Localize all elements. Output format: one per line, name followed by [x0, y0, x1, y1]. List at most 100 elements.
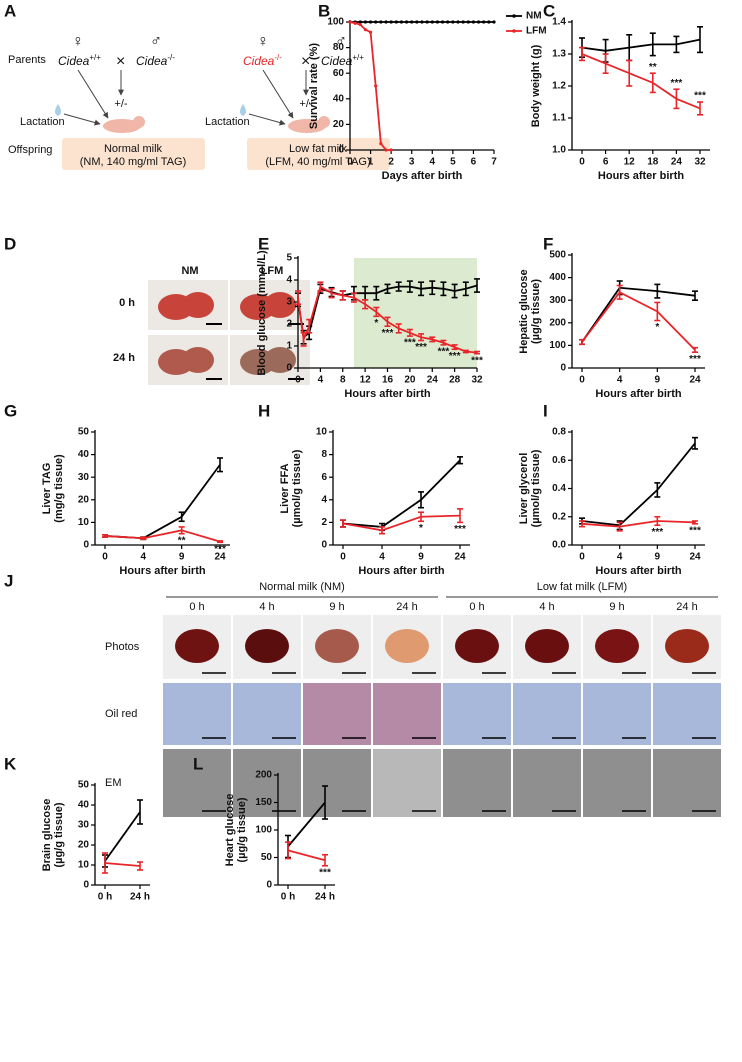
- x-tick-label: 9: [655, 375, 661, 386]
- y-tick-label: 50: [261, 852, 273, 863]
- series-line: [581, 520, 696, 528]
- error-bar: [697, 101, 703, 116]
- em-image: [653, 749, 721, 817]
- column-label: 0 h: [189, 601, 204, 613]
- panel-label: G: [4, 401, 17, 420]
- error-bar: [379, 526, 385, 535]
- point: [384, 20, 388, 24]
- error-bar: [137, 799, 143, 825]
- pup-genotype: +/-: [114, 98, 127, 110]
- genotype-sup: +/+: [352, 53, 364, 62]
- row-label: 24 h: [113, 352, 135, 364]
- y-axis-label: (µmol/g tissue): [530, 449, 542, 527]
- significance-mark: ***: [404, 338, 416, 349]
- pup-genotype: +/-: [299, 98, 312, 110]
- error-bar: [462, 281, 469, 297]
- y-tick-label: 300: [549, 295, 566, 306]
- series-line: [104, 529, 221, 543]
- pup-photo: [264, 292, 296, 318]
- panel-label: K: [4, 754, 17, 773]
- error-bar: [697, 25, 703, 54]
- liver-photo: [385, 629, 429, 663]
- error-bar: [395, 281, 402, 292]
- significance-mark: *: [419, 523, 423, 534]
- x-tick-label: 24 h: [130, 892, 150, 903]
- x-tick-label: 24 h: [315, 892, 335, 903]
- legend-marker: [512, 14, 516, 18]
- error-bar: [692, 290, 698, 302]
- female-symbol: ♀: [72, 33, 84, 50]
- y-tick-label: 100: [549, 340, 566, 351]
- genotype-sup: +/+: [89, 53, 101, 62]
- x-tick-label: 0: [579, 375, 585, 386]
- point: [363, 20, 368, 24]
- point: [379, 20, 383, 24]
- pup-photo: [182, 292, 214, 318]
- x-tick-label: 0: [579, 157, 585, 168]
- gene: Cidea: [58, 54, 90, 68]
- error-bar: [217, 457, 223, 473]
- point: [446, 20, 450, 24]
- point: [461, 20, 465, 24]
- x-tick-label: 32: [694, 157, 706, 168]
- y-tick-label: 0: [266, 880, 272, 891]
- y-tick-label: 2: [286, 319, 292, 330]
- series-line: [104, 464, 221, 540]
- row-label: EM: [105, 777, 122, 789]
- error-bar: [418, 333, 425, 342]
- error-bar: [102, 534, 108, 538]
- milk-label: Normal milk: [104, 143, 163, 155]
- y-tick-label: 20: [333, 119, 345, 130]
- significance-mark: ***: [651, 527, 663, 538]
- series-line: [297, 285, 478, 354]
- oil-red-image: [583, 683, 651, 745]
- y-tick-label: 4: [286, 275, 292, 286]
- error-bar: [300, 331, 307, 347]
- y-tick-label: 1.4: [552, 17, 566, 28]
- y-tick-label: 0: [83, 540, 89, 551]
- error-bar: [451, 283, 458, 299]
- x-tick-label: 0: [340, 552, 346, 563]
- liver-photo: [595, 629, 639, 663]
- error-bar: [306, 318, 313, 334]
- y-tick-label: 4: [321, 494, 327, 505]
- significance-mark: ***: [689, 525, 701, 536]
- error-bar: [579, 338, 585, 346]
- oil-red-image: [653, 683, 721, 745]
- row-label: Parents: [8, 54, 46, 66]
- x-tick-label: 1: [368, 157, 374, 168]
- em-image: [303, 749, 371, 817]
- point: [425, 20, 429, 24]
- x-tick-label: 24: [689, 375, 701, 386]
- y-tick-label: 10: [78, 860, 90, 871]
- panel-label: F: [543, 234, 553, 253]
- row-label: Offspring: [8, 144, 52, 156]
- oil-red-image: [303, 683, 371, 745]
- point: [348, 20, 352, 24]
- error-bar: [626, 59, 633, 87]
- y-axis-label: (µmol/g tissue): [291, 449, 303, 527]
- y-tick-label: 1.0: [552, 145, 566, 156]
- x-tick-label: 2: [388, 157, 394, 168]
- error-bar: [692, 436, 698, 450]
- pup-photo: [264, 347, 296, 373]
- y-axis-label: Body weight (g): [530, 44, 542, 127]
- genotype-sup: -/-: [274, 53, 282, 62]
- significance-mark: ***: [671, 78, 683, 89]
- liver-photo: [525, 629, 569, 663]
- error-bar: [457, 508, 463, 524]
- point: [471, 20, 476, 24]
- series-line: [581, 442, 696, 527]
- genotype-sup: -/-: [167, 53, 175, 62]
- y-tick-label: 0: [321, 540, 327, 551]
- y-tick-label: 3: [286, 297, 292, 308]
- x-tick-label: 9: [655, 552, 661, 563]
- error-bar: [350, 292, 357, 303]
- group-label: Normal milk (NM): [259, 581, 345, 593]
- series-line: [342, 514, 461, 532]
- x-axis-label: Hours after birth: [595, 565, 681, 577]
- y-axis-label: (µg/g tissue): [53, 802, 65, 867]
- genotype: Cidea+/+: [58, 53, 101, 69]
- point: [399, 20, 404, 24]
- x-tick-label: 6: [603, 157, 609, 168]
